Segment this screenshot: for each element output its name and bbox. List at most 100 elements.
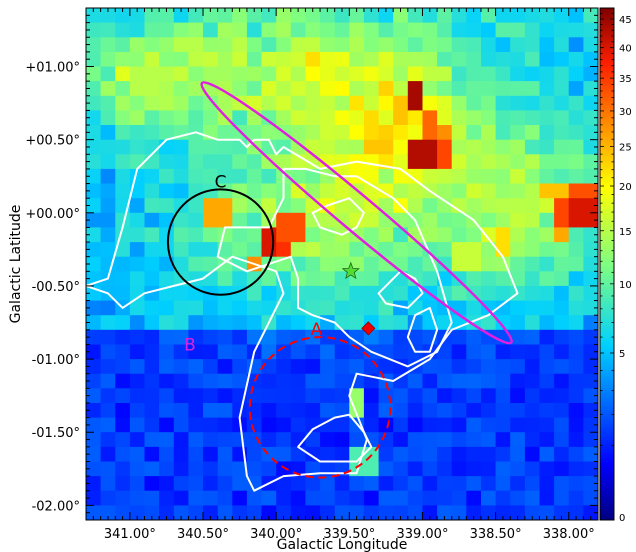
heatmap-cell xyxy=(539,242,555,258)
heatmap-cell xyxy=(159,461,175,477)
heatmap-cell xyxy=(393,51,409,68)
heatmap-cell xyxy=(232,66,248,82)
heatmap-cell xyxy=(554,300,570,316)
heatmap-cell xyxy=(290,227,306,243)
heatmap-cell xyxy=(232,154,248,170)
heatmap-cell xyxy=(466,66,482,82)
heatmap-cell xyxy=(495,285,511,302)
heatmap-cell xyxy=(217,168,233,185)
heatmap-cell xyxy=(554,242,570,258)
heatmap-cell xyxy=(437,168,453,185)
heatmap-cell xyxy=(378,51,394,68)
heatmap-cell xyxy=(495,125,511,141)
heatmap-cell xyxy=(539,110,555,126)
heatmap-cell xyxy=(510,198,526,214)
heatmap-cell xyxy=(481,432,497,448)
heatmap-cell xyxy=(363,256,380,272)
heatmap-cell xyxy=(524,476,541,492)
heatmap-cell xyxy=(510,212,526,228)
heatmap-cell xyxy=(568,300,584,316)
heatmap-cell xyxy=(437,95,453,111)
heatmap-cell xyxy=(129,37,146,53)
heatmap-cell xyxy=(115,403,131,419)
heatmap-cell xyxy=(393,66,409,82)
heatmap-cell xyxy=(539,476,555,492)
heatmap-cell xyxy=(495,139,511,155)
heatmap-cell xyxy=(495,227,511,243)
heatmap-cell xyxy=(510,95,526,111)
heatmap-cell xyxy=(510,490,526,506)
heatmap-cell xyxy=(144,329,160,345)
heatmap-cell xyxy=(363,417,380,433)
heatmap-cell xyxy=(524,51,541,68)
heatmap-cell xyxy=(86,110,102,126)
colorbar-label: 40 xyxy=(619,44,632,55)
heatmap-cell xyxy=(217,446,233,463)
heatmap-cell xyxy=(129,125,146,141)
heatmap-cell xyxy=(349,505,365,520)
heatmap-cell xyxy=(305,22,321,38)
heatmap-cell xyxy=(86,198,102,214)
heatmap-cell xyxy=(481,81,497,97)
heatmap-cell xyxy=(363,300,380,316)
heatmap-cell xyxy=(422,66,438,82)
heatmap-cell xyxy=(495,66,511,82)
heatmap-cell xyxy=(583,285,598,302)
heatmap-cell xyxy=(554,461,570,477)
heatmap-cell xyxy=(86,227,102,243)
heatmap-cell xyxy=(334,476,350,492)
heatmap-cell xyxy=(203,212,219,228)
heatmap-cell xyxy=(86,432,102,448)
heatmap-cell xyxy=(437,139,453,155)
heatmap-cell xyxy=(554,403,570,419)
heatmap-cell xyxy=(188,37,204,53)
heatmap-cell xyxy=(568,168,584,185)
heatmap-cell xyxy=(129,183,146,199)
heatmap-cell xyxy=(510,51,526,68)
heatmap-cell xyxy=(495,403,511,419)
heatmap-cell xyxy=(437,242,453,258)
heatmap-cell xyxy=(232,300,248,316)
region-label-C: C xyxy=(215,172,227,192)
heatmap-cell xyxy=(159,476,175,492)
heatmap-cell xyxy=(232,168,248,185)
heatmap-cell xyxy=(144,139,160,155)
heatmap-cell xyxy=(481,344,497,360)
heatmap-cell xyxy=(583,446,598,463)
heatmap-cell xyxy=(466,51,482,68)
heatmap-cell xyxy=(481,242,497,258)
heatmap-cell xyxy=(261,300,277,316)
heatmap-cell xyxy=(217,139,233,155)
heatmap-cell xyxy=(188,461,204,477)
colorbar xyxy=(599,7,615,521)
colorbar-label: 0 xyxy=(619,513,625,524)
heatmap-cell xyxy=(246,490,263,506)
heatmap-cell xyxy=(349,51,365,68)
heatmap-cell xyxy=(568,256,584,272)
heatmap-cell xyxy=(144,344,160,360)
heatmap-cell xyxy=(363,154,380,170)
heatmap-cell xyxy=(349,22,365,38)
heatmap-cell xyxy=(261,110,277,126)
heatmap-cell xyxy=(451,95,467,111)
heatmap-cell xyxy=(86,183,102,199)
heatmap-cell xyxy=(144,315,160,331)
heatmap-cell xyxy=(217,476,233,492)
y-axis-title: Galactic Latitude xyxy=(8,205,24,324)
heatmap-cell xyxy=(524,81,541,97)
heatmap-cell xyxy=(290,505,306,520)
heatmap-cell xyxy=(86,95,102,111)
heatmap-cell xyxy=(554,37,570,53)
heatmap-cell xyxy=(188,110,204,126)
heatmap-cell xyxy=(378,446,394,463)
heatmap-cell xyxy=(378,315,394,331)
heatmap-cell xyxy=(349,315,365,331)
heatmap-cell xyxy=(583,37,598,53)
heatmap-cell xyxy=(290,110,306,126)
heatmap-cell xyxy=(378,476,394,492)
heatmap-cell xyxy=(422,198,438,214)
heatmap-cell xyxy=(481,37,497,53)
heatmap-cell xyxy=(173,139,189,155)
x-tick-label: 339.50° xyxy=(323,527,375,542)
